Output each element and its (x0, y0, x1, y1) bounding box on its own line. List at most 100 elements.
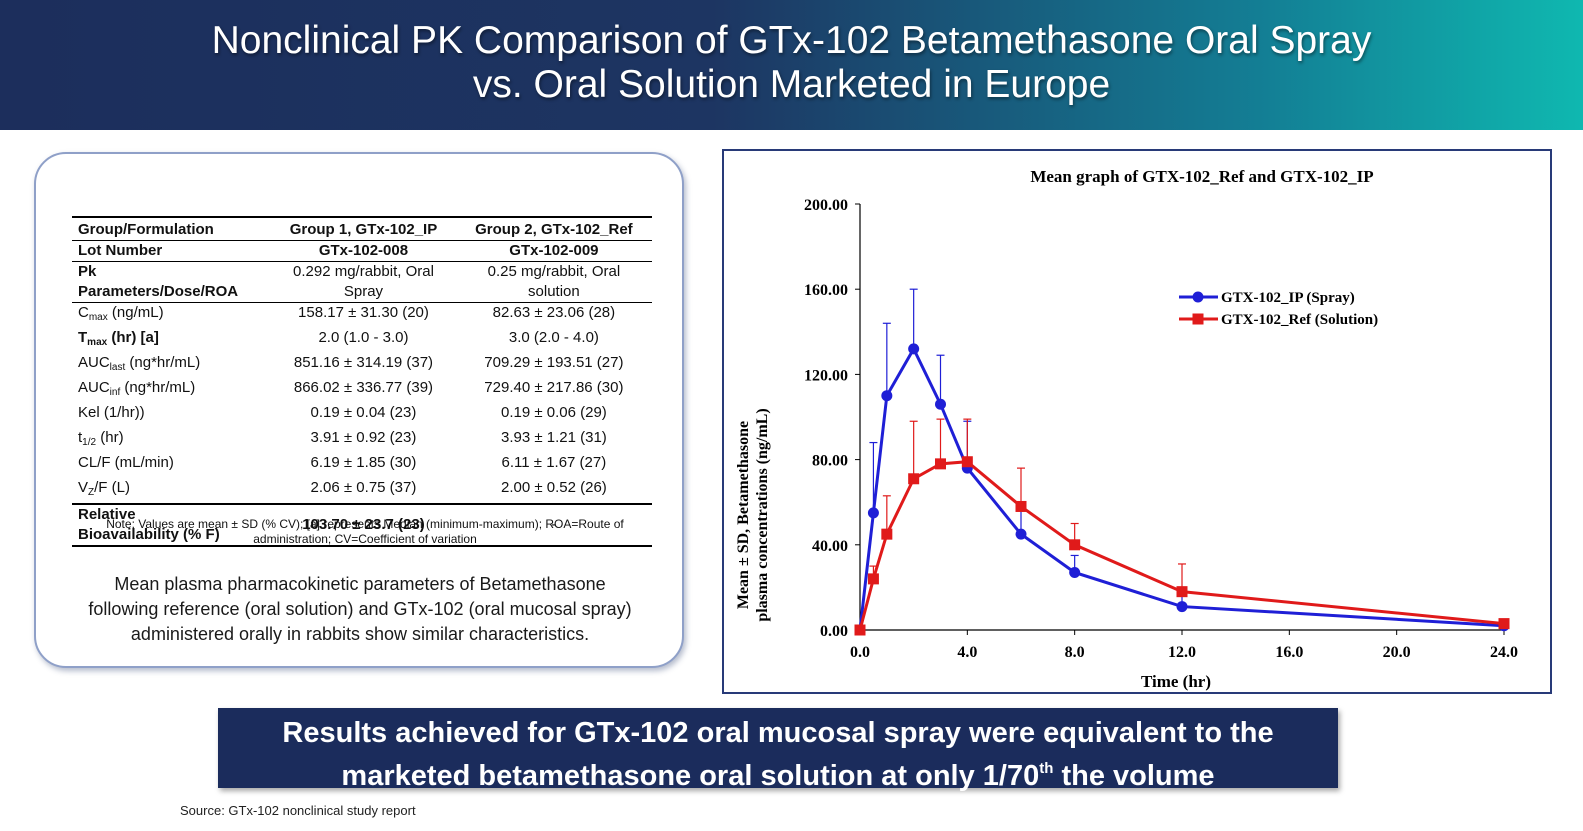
data-point (867, 573, 879, 585)
data-point (1498, 618, 1510, 630)
legend-label: GTX-102_IP (Spray) (1221, 290, 1355, 306)
series-line (858, 460, 1505, 631)
bio-g1: 103.70 ± 23.7 (23) (271, 503, 456, 547)
param-label: AUClast (ng*hr/mL) (78, 354, 201, 373)
y-tick-label: 200.00 (804, 197, 848, 214)
data-point (1176, 601, 1188, 613)
param-label: t1/2 (hr) (78, 429, 124, 448)
pk-dose-label-line1: Pk (78, 263, 97, 280)
y-tick-label: 80.00 (812, 453, 848, 470)
summary-line1: Mean plasma pharmacokinetic parameters o… (114, 574, 606, 594)
param-g1: 2.0 (1.0 - 3.0) (318, 329, 409, 346)
param-label: Cmax (ng/mL) (78, 304, 164, 323)
pk-table-panel: Group/Formulation Group 1, GTx-102_IP Gr… (34, 152, 684, 668)
lot-label: Lot Number (72, 240, 272, 262)
series-ref-solution (854, 418, 1510, 636)
table-row: t1/2 (hr) 3.91 ± 0.92 (23) 3.93 ± 1.21 (… (72, 428, 652, 453)
param-g2: 82.63 ± 23.06 (28) (492, 304, 616, 321)
summary-line3: administered orally in rabbits show simi… (130, 624, 590, 644)
param-g1: 0.19 ± 0.04 (23) (310, 404, 417, 421)
slide-title-line1: Nonclinical PK Comparison of GTx-102 Bet… (211, 19, 1372, 62)
param-label: VZ/F (L) (78, 479, 130, 498)
data-point (881, 528, 893, 540)
data-point (1069, 566, 1081, 578)
col-header-group2: Group 2, GTx-102_Ref (455, 216, 652, 241)
param-g2: 2.00 ± 0.52 (26) (500, 479, 607, 496)
param-g2: 3.93 ± 1.21 (31) (500, 429, 607, 446)
pk-parameters-table: Group/Formulation Group 1, GTx-102_IP Gr… (72, 216, 652, 547)
x-tick-label: 0.0 (850, 644, 870, 661)
bio-g2: - (455, 503, 652, 547)
chart-y-axis-label-line2: plasma concentrations (ng/mL) (754, 408, 771, 621)
data-point (935, 458, 946, 470)
lot-g1: GTx-102-008 (271, 240, 456, 262)
legend-marker (1192, 291, 1204, 303)
chart-y-axis-label-line1: Mean ± SD, Betamethasone (735, 421, 752, 609)
lot-g2: GTx-102-009 (455, 240, 652, 262)
pk-line-chart: Mean graph of GTX-102_Ref and GTX-102_IP… (735, 167, 1518, 691)
chart-x-axis-label: Time (hr) (1141, 672, 1211, 691)
table-row: AUCinf (ng*hr/mL) 866.02 ± 336.77 (39) 7… (72, 378, 652, 403)
bioavailability-row: Relative Bioavailability (% F) 103.70 ± … (72, 503, 652, 547)
param-g2: 709.29 ± 193.51 (27) (484, 354, 624, 371)
y-tick-label: 0.00 (820, 623, 848, 640)
param-label: Tmax (hr) [a] (78, 329, 159, 348)
param-g1: 158.17 ± 31.30 (20) (298, 304, 429, 321)
param-g1: 2.06 ± 0.75 (37) (310, 479, 417, 496)
table-row: Cmax (ng/mL) 158.17 ± 31.30 (20) 82.63 ±… (72, 303, 652, 329)
table-note-line2: administration; CV=Coefficient of variat… (253, 532, 477, 546)
col-header-group: Group/Formulation (72, 216, 272, 241)
conclusion-banner: Results achieved for GTx-102 oral mucosa… (218, 708, 1338, 792)
x-tick-label: 24.0 (1490, 644, 1518, 661)
source-citation: Source: GTx-102 nonclinical study report (180, 803, 416, 818)
param-g2: 6.11 ± 1.67 (27) (501, 454, 607, 471)
y-tick-label: 120.00 (804, 367, 848, 384)
x-tick-label: 20.0 (1383, 644, 1411, 661)
param-label: Kel (1/hr)) (78, 404, 145, 421)
bio-label-line2: Bioavailability (% F) (78, 526, 220, 543)
pk-dose-g1: 0.292 mg/rabbit, Oral Spray (271, 261, 456, 303)
table-row: AUClast (ng*hr/mL) 851.16 ± 314.19 (37) … (72, 353, 652, 378)
banner-line1: Results achieved for GTx-102 oral mucosa… (282, 717, 1274, 749)
pk-dose-label: Pk Parameters/Dose/ROA (72, 261, 272, 303)
series-line (858, 345, 1505, 631)
data-point (961, 456, 973, 468)
x-tick-label: 4.0 (957, 644, 977, 661)
param-g2: 0.19 ± 0.06 (29) (500, 404, 607, 421)
banner-line2: marketed betamethasone oral solution at … (341, 760, 1215, 792)
table-row: Tmax (hr) [a] 2.0 (1.0 - 3.0) 3.0 (2.0 -… (72, 328, 652, 353)
data-point (1069, 539, 1081, 551)
pk-dose-g2-line2: solution (528, 283, 580, 300)
bio-label-line1: Relative (78, 506, 136, 523)
x-tick-label: 12.0 (1168, 644, 1196, 661)
pk-dose-row: Pk Parameters/Dose/ROA 0.292 mg/rabbit, … (72, 261, 652, 303)
slide-title-line2: vs. Oral Solution Marketed in Europe (472, 63, 1111, 106)
table-row: CL/F (mL/min) 6.19 ± 1.85 (30) 6.11 ± 1.… (72, 453, 652, 478)
table-note-line1: Note: Values are mean ± SD (% CV); [a] r… (106, 517, 624, 531)
pk-dose-g2: 0.25 mg/rabbit, Oral solution (455, 261, 652, 303)
summary-line2: following reference (oral solution) and … (88, 599, 632, 619)
x-tick-label: 8.0 (1065, 644, 1085, 661)
summary-text: Mean plasma pharmacokinetic parameters o… (50, 572, 670, 647)
table-row: VZ/F (L) 2.06 ± 0.75 (37) 2.00 ± 0.52 (2… (72, 478, 652, 504)
table-row: Kel (1/hr)) 0.19 ± 0.04 (23) 0.19 ± 0.06… (72, 403, 652, 428)
data-point (854, 624, 866, 636)
table-header-row: Group/Formulation Group 1, GTx-102_IP Gr… (72, 216, 652, 241)
pk-dose-g2-line1: 0.25 mg/rabbit, Oral (487, 263, 621, 280)
pk-chart-panel: Mean graph of GTX-102_Ref and GTX-102_IP… (722, 149, 1552, 694)
data-point (908, 343, 920, 355)
legend-label: GTX-102_Ref (Solution) (1221, 312, 1378, 328)
param-g1: 6.19 ± 1.85 (30) (310, 454, 417, 471)
y-tick-label: 40.00 (812, 538, 848, 555)
x-tick-label: 16.0 (1275, 644, 1303, 661)
pk-dose-g1-line1: 0.292 mg/rabbit, Oral (293, 263, 434, 280)
table-note: Note: Values are mean ± SD (% CV); [a] r… (70, 517, 660, 547)
pk-dose-label-line2: Parameters/Dose/ROA (78, 283, 239, 300)
data-point (1176, 586, 1188, 598)
col-header-group1: Group 1, GTx-102_IP (271, 216, 456, 241)
y-tick-label: 160.00 (804, 282, 848, 299)
param-label: CL/F (mL/min) (78, 454, 174, 471)
data-point (1015, 528, 1027, 540)
param-g1: 851.16 ± 314.19 (37) (293, 354, 434, 371)
slide-header: Nonclinical PK Comparison of GTx-102 Bet… (0, 0, 1583, 130)
